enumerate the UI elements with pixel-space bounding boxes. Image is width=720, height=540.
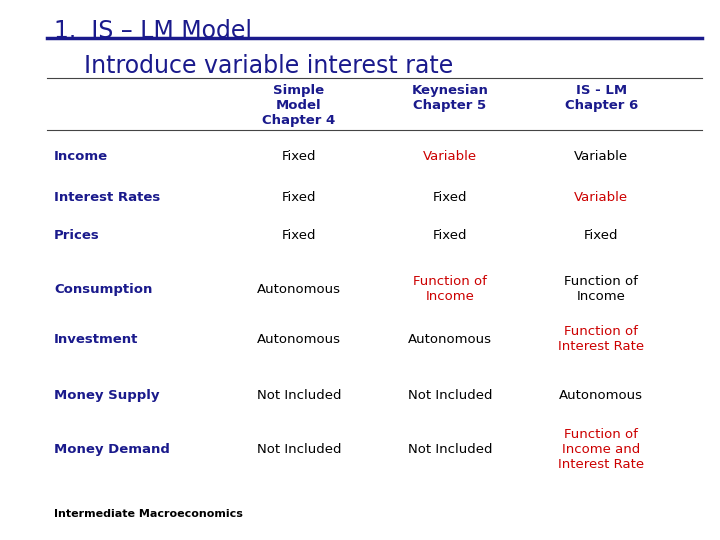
Text: Not Included: Not Included (256, 443, 341, 456)
Text: Function of
Interest Rate: Function of Interest Rate (558, 325, 644, 353)
Text: Prices: Prices (54, 230, 100, 242)
Text: Variable: Variable (574, 150, 629, 163)
Text: Autonomous: Autonomous (559, 389, 643, 402)
Text: Fixed: Fixed (433, 191, 467, 204)
Text: Autonomous: Autonomous (257, 333, 341, 346)
Text: Fixed: Fixed (433, 230, 467, 242)
Text: Intermediate Macroeconomics: Intermediate Macroeconomics (54, 509, 243, 519)
Text: Autonomous: Autonomous (408, 333, 492, 346)
Text: Function of
Income: Function of Income (564, 275, 638, 303)
Text: Fixed: Fixed (584, 230, 618, 242)
Text: Fixed: Fixed (282, 230, 316, 242)
Text: Not Included: Not Included (256, 389, 341, 402)
Text: Function of
Income: Function of Income (413, 275, 487, 303)
Text: Money Supply: Money Supply (54, 389, 160, 402)
Text: 1.  IS – LM Model: 1. IS – LM Model (54, 19, 252, 43)
Text: Money Demand: Money Demand (54, 443, 170, 456)
Text: Fixed: Fixed (282, 150, 316, 163)
Text: Function of
Income and
Interest Rate: Function of Income and Interest Rate (558, 428, 644, 471)
Text: Not Included: Not Included (408, 443, 492, 456)
Text: IS - LM
Chapter 6: IS - LM Chapter 6 (564, 84, 638, 112)
Text: Consumption: Consumption (54, 283, 153, 296)
Text: Not Included: Not Included (408, 389, 492, 402)
Text: Income: Income (54, 150, 108, 163)
Text: Introduce variable interest rate: Introduce variable interest rate (54, 54, 454, 78)
Text: Simple
Model
Chapter 4: Simple Model Chapter 4 (262, 84, 336, 127)
Text: Variable: Variable (423, 150, 477, 163)
Text: Keynesian
Chapter 5: Keynesian Chapter 5 (412, 84, 488, 112)
Text: Autonomous: Autonomous (257, 283, 341, 296)
Text: Fixed: Fixed (282, 191, 316, 204)
Text: Interest Rates: Interest Rates (54, 191, 161, 204)
Text: Investment: Investment (54, 333, 138, 346)
Text: Variable: Variable (574, 191, 629, 204)
